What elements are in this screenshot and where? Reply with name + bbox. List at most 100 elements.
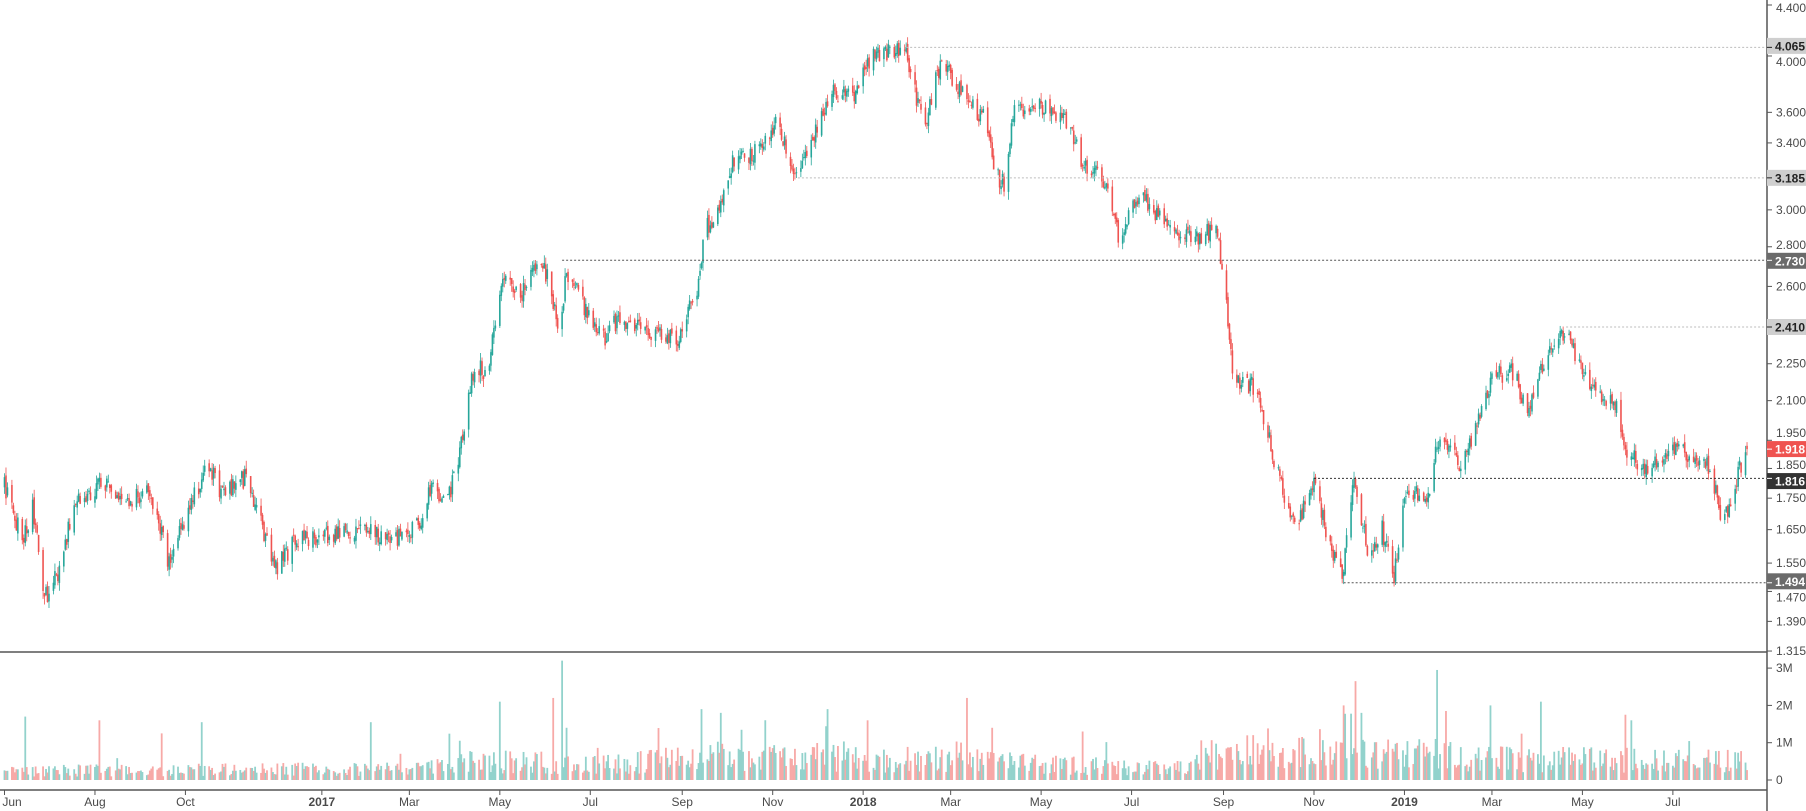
candle-body (1271, 450, 1274, 460)
candle-body (1081, 164, 1084, 167)
volume-bar (488, 755, 491, 780)
candle-body (887, 44, 890, 58)
volume-bar (1560, 757, 1563, 780)
volume-bar (1456, 765, 1459, 780)
candle-body (1360, 494, 1363, 526)
candle-body (1537, 379, 1539, 397)
candle-body (877, 47, 879, 53)
volume-bar (903, 764, 906, 780)
volume-bar (13, 772, 16, 780)
volume-bar (949, 765, 952, 780)
volume-bar (515, 758, 518, 780)
volume-pane (3, 660, 1748, 780)
candle-body (1633, 450, 1636, 460)
candle-body (1196, 231, 1198, 237)
candle-body (737, 156, 740, 170)
volume-bar (1123, 760, 1126, 780)
volume-bar (369, 722, 372, 780)
candle-body (1486, 390, 1489, 399)
candle-body (659, 327, 661, 331)
volume-bar (1194, 759, 1197, 780)
volume-bar (1364, 765, 1367, 780)
candle-body (708, 214, 710, 233)
candle-body (748, 157, 750, 163)
candle-body (324, 529, 326, 537)
volume-bar (1522, 772, 1524, 780)
candle-body (930, 99, 933, 105)
volume-bar (451, 766, 454, 780)
volume-bar (1270, 761, 1272, 780)
candle-body (1439, 439, 1441, 447)
candle-body (1028, 108, 1031, 112)
volume-bar (1453, 764, 1456, 780)
volume-bar (183, 773, 185, 780)
candle-body (85, 496, 87, 502)
volume-bar (1634, 763, 1637, 780)
candle-body (1449, 445, 1452, 448)
candle-body (334, 528, 337, 544)
volume-bar (363, 763, 366, 780)
volume-bar (105, 768, 108, 780)
volume-bar (883, 749, 885, 780)
candle-body (972, 99, 974, 108)
volume-bar (1235, 743, 1238, 780)
candle-body (1219, 240, 1222, 264)
volume-bar (1313, 763, 1315, 780)
volume-bar (116, 758, 119, 780)
candle-body (1242, 376, 1244, 383)
candle-body (1194, 236, 1197, 243)
volume-bar (1553, 751, 1556, 780)
volume-bar (177, 766, 179, 780)
candle-body (172, 548, 175, 557)
volume-bar (874, 769, 876, 780)
volume-bar (1405, 754, 1407, 780)
volume-bar (596, 747, 599, 780)
volume-bar (534, 752, 537, 780)
volume-bar (832, 744, 835, 780)
volume-bar (1175, 769, 1177, 780)
candle-body (1320, 503, 1323, 518)
candle-body (1620, 399, 1622, 432)
candle-body (233, 481, 236, 489)
price-tick-label: 4.400 (1776, 1, 1806, 15)
volume-bar (1548, 761, 1551, 780)
candle-body (45, 587, 47, 595)
candle-body (801, 160, 804, 169)
volume-bar (12, 767, 15, 780)
volume-bar (374, 771, 377, 780)
candle-body (616, 316, 618, 329)
candle-body (499, 294, 501, 326)
volume-bar (614, 759, 617, 780)
candle-body (856, 85, 859, 94)
volume-bar (669, 764, 672, 780)
candle-body (835, 90, 838, 99)
price-tick-label: 1.750 (1776, 491, 1806, 505)
candle-body (469, 392, 471, 394)
price-axis[interactable]: 4.4004.0003.6003.4003.0002.8002.6002.250… (1767, 1, 1806, 658)
volume-bar (1041, 763, 1044, 780)
candle-body (794, 173, 796, 175)
volume-bar (503, 770, 506, 780)
volume-bar (380, 765, 383, 780)
candle-body (1013, 105, 1016, 123)
candle-body (886, 48, 888, 61)
volume-bar (67, 768, 70, 780)
candle-body (825, 101, 827, 115)
candle-body (346, 530, 348, 533)
candle-body (806, 150, 808, 157)
volume-bar (810, 754, 813, 780)
time-axis[interactable]: Jun Aug Oct 2017 Mar May Jul Sep Nov 2018 Mar May Ju… (2, 790, 1681, 809)
candle-body (1599, 391, 1602, 393)
candle-body (48, 593, 50, 602)
candle-body (645, 325, 648, 328)
candle-body (55, 574, 58, 576)
candle-body (865, 67, 867, 69)
volume-bar (1267, 728, 1269, 780)
candle-body (889, 46, 891, 48)
candle-body (1550, 348, 1553, 350)
candle-body (355, 526, 357, 541)
volume-bar (306, 766, 308, 780)
price-tick-label: 2.100 (1776, 394, 1806, 408)
